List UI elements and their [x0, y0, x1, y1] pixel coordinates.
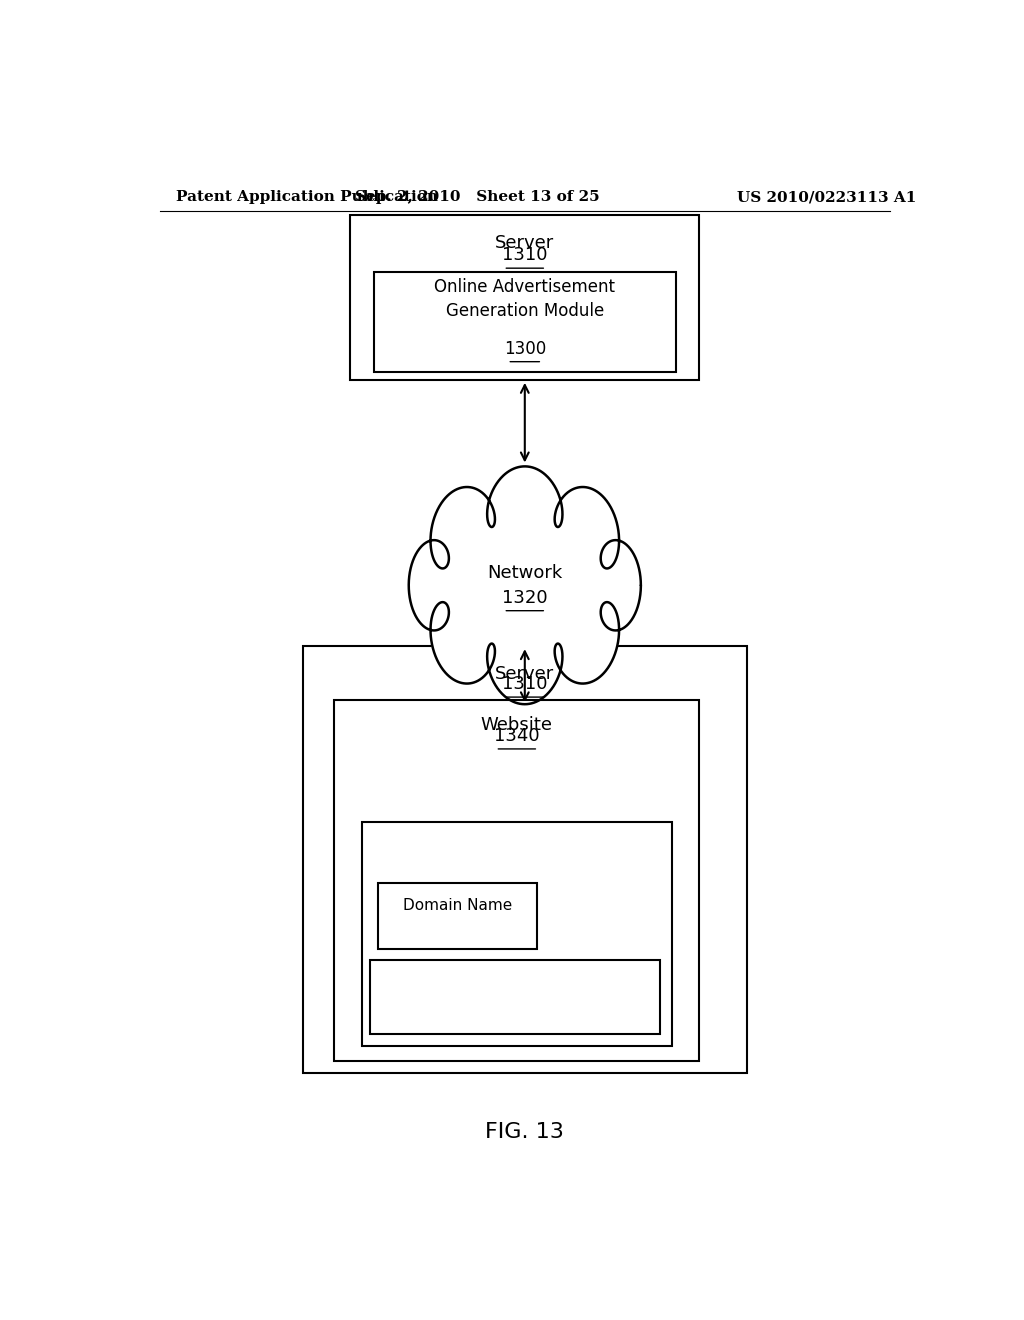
Text: Website: Website — [481, 717, 553, 734]
Polygon shape — [409, 466, 641, 704]
Text: 1330: 1330 — [496, 891, 538, 909]
Text: Dynamic Content: Dynamic Content — [449, 979, 582, 994]
Text: 1310: 1310 — [502, 246, 548, 264]
Text: Network: Network — [487, 564, 562, 582]
Text: 1320: 1320 — [502, 589, 548, 607]
FancyBboxPatch shape — [370, 961, 659, 1034]
FancyBboxPatch shape — [303, 647, 748, 1073]
Text: 1340: 1340 — [494, 727, 540, 744]
Text: 1360: 1360 — [438, 913, 477, 928]
Text: Patent Application Publication: Patent Application Publication — [176, 190, 437, 205]
FancyBboxPatch shape — [350, 215, 699, 380]
Text: FIG. 13: FIG. 13 — [485, 1122, 564, 1142]
FancyBboxPatch shape — [374, 272, 676, 372]
Text: 1300: 1300 — [504, 339, 546, 358]
FancyBboxPatch shape — [334, 700, 699, 1061]
Text: 1310: 1310 — [502, 675, 548, 693]
FancyBboxPatch shape — [378, 883, 537, 949]
Text: Server: Server — [496, 234, 554, 252]
Text: Sep. 2, 2010   Sheet 13 of 25: Sep. 2, 2010 Sheet 13 of 25 — [355, 190, 599, 205]
Text: Online
Advertisement: Online Advertisement — [456, 842, 578, 884]
Text: 1350: 1350 — [496, 994, 535, 1008]
Text: US 2010/0223113 A1: US 2010/0223113 A1 — [736, 190, 916, 205]
FancyBboxPatch shape — [362, 822, 672, 1045]
Text: Domain Name: Domain Name — [402, 899, 512, 913]
Text: Online Advertisement
Generation Module: Online Advertisement Generation Module — [434, 279, 615, 319]
Text: Server: Server — [496, 664, 554, 682]
